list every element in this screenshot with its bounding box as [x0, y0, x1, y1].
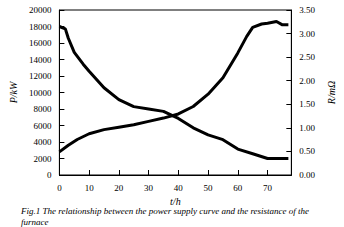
- svg-text:0: 0: [57, 183, 62, 193]
- svg-text:70: 70: [263, 183, 273, 193]
- svg-text:1.00: 1.00: [299, 123, 315, 133]
- svg-text:3.50: 3.50: [299, 5, 315, 15]
- svg-text:3.00: 3.00: [299, 29, 315, 39]
- svg-text:30: 30: [144, 183, 154, 193]
- svg-text:20: 20: [114, 183, 124, 193]
- svg-text:12000: 12000: [29, 71, 52, 81]
- svg-text:50: 50: [204, 183, 214, 193]
- svg-text:0: 0: [47, 170, 52, 180]
- svg-text:t/h: t/h: [170, 196, 181, 208]
- svg-text:10: 10: [85, 183, 95, 193]
- svg-text:furnace: furnace: [21, 217, 49, 227]
- svg-text:10000: 10000: [29, 88, 52, 98]
- svg-text:0.00: 0.00: [299, 170, 315, 180]
- svg-text:0.50: 0.50: [299, 146, 315, 156]
- svg-text:40: 40: [174, 183, 184, 193]
- svg-text:16000: 16000: [29, 38, 52, 48]
- svg-text:2000: 2000: [33, 154, 52, 164]
- svg-text:14000: 14000: [29, 55, 52, 65]
- svg-text:1.50: 1.50: [299, 99, 315, 109]
- svg-text:R/mΩ: R/mΩ: [326, 81, 337, 105]
- svg-text:60: 60: [233, 183, 243, 193]
- svg-text:4000: 4000: [33, 137, 52, 147]
- svg-text:20000: 20000: [29, 5, 52, 15]
- svg-text:2.00: 2.00: [299, 76, 315, 86]
- svg-text:Fig.1 The relationship between: Fig.1 The relationship between the power…: [20, 206, 311, 216]
- svg-text:8000: 8000: [33, 104, 52, 114]
- svg-text:P/kW: P/kW: [8, 80, 19, 104]
- svg-text:6000: 6000: [33, 121, 52, 131]
- svg-text:2.50: 2.50: [299, 52, 315, 62]
- svg-text:18000: 18000: [29, 22, 52, 32]
